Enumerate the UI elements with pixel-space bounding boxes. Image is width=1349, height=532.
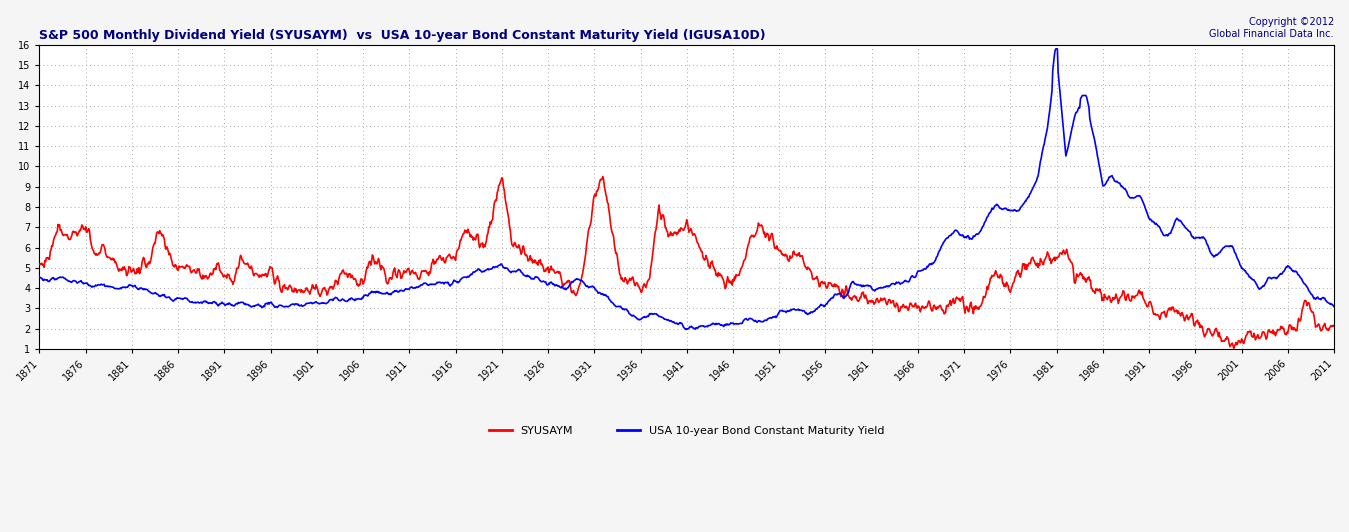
Text: S&P 500 Monthly Dividend Yield (SYUSAYM)  vs  USA 10-year Bond Constant Maturity: S&P 500 Monthly Dividend Yield (SYUSAYM)…: [39, 29, 766, 42]
Text: Copyright ©2012
Global Financial Data Inc.: Copyright ©2012 Global Financial Data In…: [1210, 17, 1334, 39]
Legend: SYUSAYM, USA 10-year Bond Constant Maturity Yield: SYUSAYM, USA 10-year Bond Constant Matur…: [484, 422, 889, 440]
